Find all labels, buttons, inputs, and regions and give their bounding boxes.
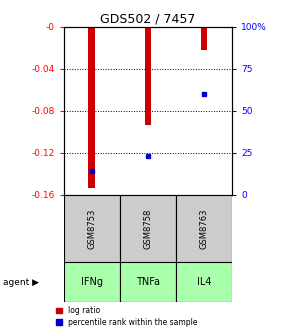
Legend: log ratio, percentile rank within the sample: log ratio, percentile rank within the sa… [56, 306, 198, 327]
Bar [201, 27, 207, 50]
Text: GSM8758: GSM8758 [143, 208, 153, 249]
Bar [120, 195, 176, 262]
Title: GDS502 / 7457: GDS502 / 7457 [100, 13, 195, 26]
Text: TNFa: TNFa [136, 277, 160, 287]
Text: GSM8763: GSM8763 [200, 208, 209, 249]
Bar [176, 195, 232, 262]
Bar [144, 27, 151, 125]
Bar [88, 27, 95, 187]
Bar [120, 262, 176, 302]
Bar [176, 262, 232, 302]
Text: IL4: IL4 [197, 277, 211, 287]
Bar [64, 262, 120, 302]
Text: GSM8753: GSM8753 [87, 208, 96, 249]
Text: agent ▶: agent ▶ [3, 278, 39, 287]
Bar [64, 195, 120, 262]
Text: IFNg: IFNg [81, 277, 103, 287]
